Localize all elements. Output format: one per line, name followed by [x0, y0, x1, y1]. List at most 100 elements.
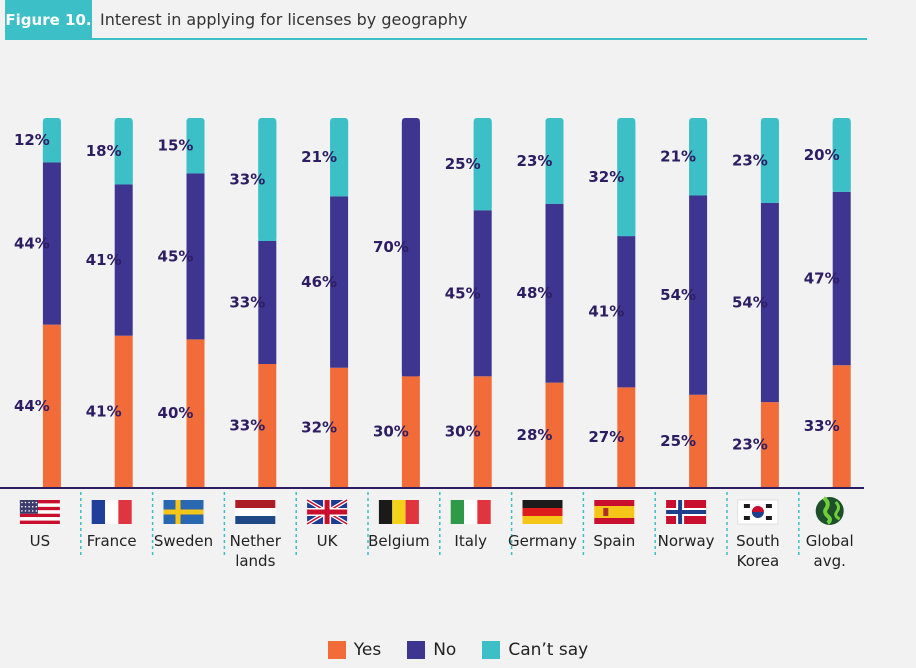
- data-label-can-t-say-italy: 25%: [445, 155, 481, 173]
- belgium-flag: [378, 500, 419, 524]
- bar-cap-fill-netherlands: [258, 122, 277, 241]
- data-label-yes-italy: 30%: [445, 423, 481, 441]
- data-label-yes-us: 44%: [14, 397, 50, 415]
- bar-yes-france: [114, 335, 133, 487]
- legend-item-no: No: [407, 636, 456, 664]
- category-label-spain: Spain: [593, 532, 635, 550]
- netherlands-flag: [235, 500, 276, 524]
- chart-legend: Yes No Can’t say: [0, 636, 916, 664]
- data-label-no-southkorea: 54%: [732, 294, 768, 312]
- bar-yes-norway: [689, 394, 708, 487]
- data-label-yes-france: 41%: [86, 402, 122, 420]
- bar-yes-sweden: [186, 339, 205, 487]
- bar-cap-fill-france: [114, 122, 133, 185]
- data-label-no-belgium: 70%: [373, 238, 409, 256]
- legend-swatch-no: [407, 641, 426, 659]
- bar-no-southkorea: [760, 202, 779, 403]
- stacked-bar-chart: 44% 44% 12% US 41% 41% 18% France 40% 45% 15% Swede…: [0, 118, 864, 570]
- bar-cap-fill-spain: [617, 122, 636, 237]
- category-label-uk: UK: [317, 532, 339, 550]
- category-label-us: US: [30, 532, 51, 550]
- data-label-can-t-say-globalavg: 20%: [804, 146, 840, 164]
- bar-cap-fill-belgium: [401, 122, 420, 377]
- category-label-globalavg: Global avg.: [806, 532, 854, 570]
- data-label-no-uk: 46%: [301, 273, 337, 291]
- legend-label-no: No: [433, 640, 457, 660]
- category-label-france: France: [87, 532, 137, 550]
- bar-no-france: [114, 184, 133, 336]
- bar-cap-fill-sweden: [186, 122, 205, 174]
- bar-yes-germany: [545, 382, 564, 487]
- data-label-yes-southkorea: 23%: [732, 436, 768, 454]
- bar-no-norway: [689, 195, 708, 395]
- category-label-netherlands: Nether lands: [230, 532, 282, 570]
- norway-flag: [666, 500, 707, 524]
- bar-no-spain: [617, 236, 636, 388]
- italy-flag: [450, 500, 491, 524]
- south-korea-flag: [737, 499, 779, 525]
- bar-yes-spain: [617, 387, 636, 487]
- data-label-can-t-say-netherlands: 33%: [229, 171, 265, 189]
- category-label-southkorea: South Korea: [736, 532, 780, 570]
- bar-yes-uk: [330, 367, 349, 487]
- bar-yes-globalavg: [832, 365, 851, 487]
- data-label-yes-globalavg: 33%: [804, 417, 840, 435]
- bar-no-netherlands: [258, 241, 277, 364]
- bar-cap-fill-uk: [330, 122, 349, 197]
- data-label-no-italy: 45%: [445, 284, 481, 302]
- legend-item-cant-say: Can’t say: [482, 636, 588, 664]
- legend-swatch-cant-say: [482, 641, 501, 659]
- category-label-belgium: Belgium: [368, 532, 430, 550]
- data-label-can-t-say-norway: 21%: [660, 148, 696, 166]
- bar-yes-belgium: [401, 376, 420, 487]
- legend-item-yes: Yes: [327, 636, 382, 664]
- data-label-no-germany: 48%: [517, 284, 553, 302]
- legend-label-yes: Yes: [353, 640, 382, 660]
- legend-label-cant-say: Can’t say: [508, 640, 589, 660]
- spain-flag: [594, 500, 635, 524]
- france-flag: [91, 500, 132, 524]
- us-flag: [19, 500, 60, 524]
- data-label-can-t-say-southkorea: 23%: [732, 151, 768, 169]
- legend-swatch-yes: [327, 641, 346, 659]
- data-label-no-france: 41%: [86, 251, 122, 269]
- bar-no-globalavg: [832, 191, 851, 366]
- germany-flag: [522, 500, 563, 524]
- data-label-no-spain: 41%: [588, 303, 624, 321]
- data-label-can-t-say-uk: 21%: [301, 148, 337, 166]
- figure-header: Figure 10. Interest in applying for lice…: [5, 0, 867, 40]
- bar-cap-fill-globalavg: [832, 122, 851, 192]
- uk-flag: [306, 498, 349, 526]
- bar-yes-netherlands: [258, 364, 277, 487]
- data-label-yes-uk: 32%: [301, 418, 337, 436]
- data-label-no-netherlands: 33%: [229, 294, 265, 312]
- data-label-no-globalavg: 47%: [804, 270, 840, 288]
- data-label-can-t-say-spain: 32%: [588, 168, 624, 186]
- data-label-yes-netherlands: 33%: [229, 417, 265, 435]
- bar-cap-fill-norway: [689, 122, 708, 196]
- bar-cap-fill-italy: [473, 122, 492, 211]
- figure-label: Figure 10.: [5, 0, 92, 40]
- globe-icon: [815, 496, 844, 525]
- category-label-sweden: Sweden: [154, 532, 213, 550]
- data-label-yes-belgium: 30%: [373, 423, 409, 441]
- data-label-can-t-say-france: 18%: [86, 142, 122, 160]
- category-label-norway: Norway: [658, 532, 715, 550]
- bar-no-italy: [473, 210, 492, 377]
- bar-yes-southkorea: [760, 402, 779, 487]
- data-label-yes-germany: 28%: [517, 426, 553, 444]
- bar-no-uk: [330, 196, 349, 368]
- bar-yes-us: [42, 324, 61, 487]
- data-label-can-t-say-germany: 23%: [517, 152, 553, 170]
- bar-no-germany: [545, 203, 564, 383]
- data-label-yes-spain: 27%: [588, 428, 624, 446]
- data-label-can-t-say-us: 12%: [14, 131, 50, 149]
- data-label-yes-norway: 25%: [660, 432, 696, 450]
- header-rule: [92, 38, 867, 40]
- data-label-no-us: 44%: [14, 234, 50, 252]
- data-label-yes-sweden: 40%: [158, 404, 194, 422]
- bar-cap-fill-southkorea: [760, 122, 779, 203]
- bar-cap-fill-germany: [545, 122, 564, 204]
- figure-title: Interest in applying for licenses by geo…: [100, 10, 468, 29]
- sweden-flag: [163, 500, 204, 524]
